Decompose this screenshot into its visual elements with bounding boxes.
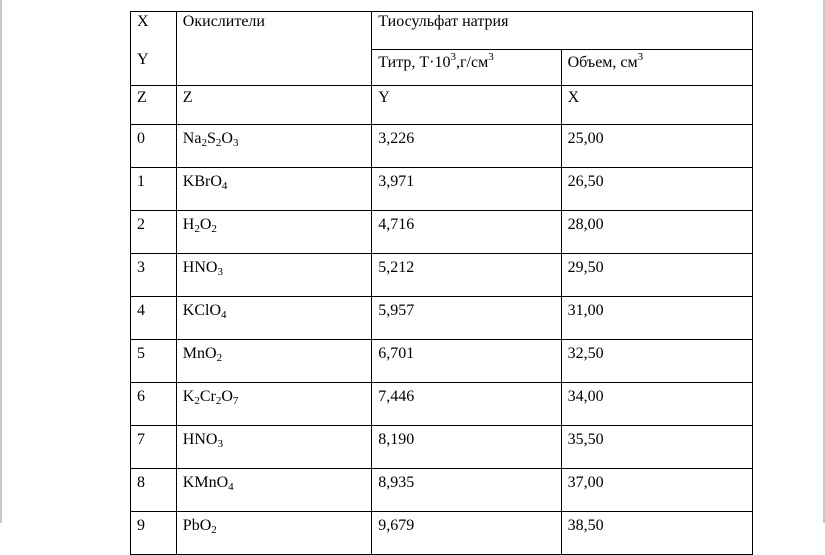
variants-table: X Y Окислители Тиосульфат натрия Титр, T… xyxy=(130,11,754,555)
row-oxidizer: PbO2 xyxy=(175,511,373,555)
axis-row-col2: Z xyxy=(175,85,373,125)
page-right-edge xyxy=(823,0,825,523)
row-index: 3 xyxy=(130,253,177,297)
row-titr: 7,446 xyxy=(371,382,562,426)
row-index: 5 xyxy=(130,339,177,383)
row-titr: 8,190 xyxy=(371,425,562,469)
titr-header: Титр, T·103,г/см3 xyxy=(371,49,562,86)
oxidizers-header: Окислители xyxy=(175,11,373,86)
axis-labels-cell: X Y xyxy=(130,11,177,86)
row-titr: 3,226 xyxy=(371,124,562,168)
row-titr: 4,716 xyxy=(371,210,562,254)
row-index: 2 xyxy=(130,210,177,254)
axis-row-col4: X xyxy=(560,85,754,125)
volume-header: Объем, см3 xyxy=(560,49,754,86)
row-oxidizer: KClO4 xyxy=(175,296,373,340)
row-index: 8 xyxy=(130,468,177,512)
row-volume: 28,00 xyxy=(560,210,754,254)
row-oxidizer: KMnO4 xyxy=(175,468,373,512)
axis-row-col3: Y xyxy=(371,85,562,125)
row-volume: 38,50 xyxy=(560,511,754,555)
table-row: 9 PbO2 9,679 38,50 xyxy=(130,511,754,555)
axis-row: Z Z Y X xyxy=(130,85,754,125)
row-volume: 29,50 xyxy=(560,253,754,297)
row-oxidizer: K2Cr2O7 xyxy=(175,382,373,426)
row-volume: 34,00 xyxy=(560,382,754,426)
subheader-row: Титр, T·103,г/см3 Объем, см3 xyxy=(131,49,754,86)
row-titr: 3,971 xyxy=(371,167,562,211)
row-titr: 5,957 xyxy=(371,296,562,340)
row-volume: 31,00 xyxy=(560,296,754,340)
table-row: 5 MnO2 6,701 32,50 xyxy=(130,339,754,383)
row-volume: 37,00 xyxy=(560,468,754,512)
row-index: 6 xyxy=(130,382,177,426)
row-oxidizer: KBrO4 xyxy=(175,167,373,211)
axis-label-y: Y xyxy=(137,51,149,68)
row-volume: 25,00 xyxy=(560,124,754,168)
table-row: 8 KMnO4 8,935 37,00 xyxy=(130,468,754,512)
table-row: 0 Na2S2O3 3,226 25,00 xyxy=(130,124,754,168)
row-volume: 26,50 xyxy=(560,167,754,211)
header-row: X Y Окислители Тиосульфат натрия xyxy=(130,11,753,86)
row-titr: 6,701 xyxy=(371,339,562,383)
row-volume: 32,50 xyxy=(560,339,754,383)
row-index: 0 xyxy=(130,124,177,168)
table-row: 1 KBrO4 3,971 26,50 xyxy=(130,167,754,211)
table-row: 4 KClO4 5,957 31,00 xyxy=(130,296,754,340)
row-oxidizer: Na2S2O3 xyxy=(175,124,373,168)
row-index: 4 xyxy=(130,296,177,340)
row-titr: 9,679 xyxy=(371,511,562,555)
row-oxidizer: HNO3 xyxy=(175,425,373,469)
row-oxidizer: MnO2 xyxy=(175,339,373,383)
axis-row-col1: Z xyxy=(130,85,177,125)
row-oxidizer: HNO3 xyxy=(175,253,373,297)
table-row: 6 K2Cr2O7 7,446 34,00 xyxy=(130,382,754,426)
row-titr: 5,212 xyxy=(371,253,562,297)
page-left-edge xyxy=(0,0,2,523)
thiosulfate-header: Тиосульфат натрия xyxy=(371,11,753,50)
row-titr: 8,935 xyxy=(371,468,562,512)
row-index: 9 xyxy=(130,511,177,555)
row-oxidizer: H2O2 xyxy=(175,210,373,254)
row-index: 1 xyxy=(130,167,177,211)
table-row: 2 H2O2 4,716 28,00 xyxy=(130,210,754,254)
table-row: 3 HNO3 5,212 29,50 xyxy=(130,253,754,297)
row-index: 7 xyxy=(130,425,177,469)
table-row: 7 HNO3 8,190 35,50 xyxy=(130,425,754,469)
axis-label-x: X xyxy=(137,13,149,30)
row-volume: 35,50 xyxy=(560,425,754,469)
